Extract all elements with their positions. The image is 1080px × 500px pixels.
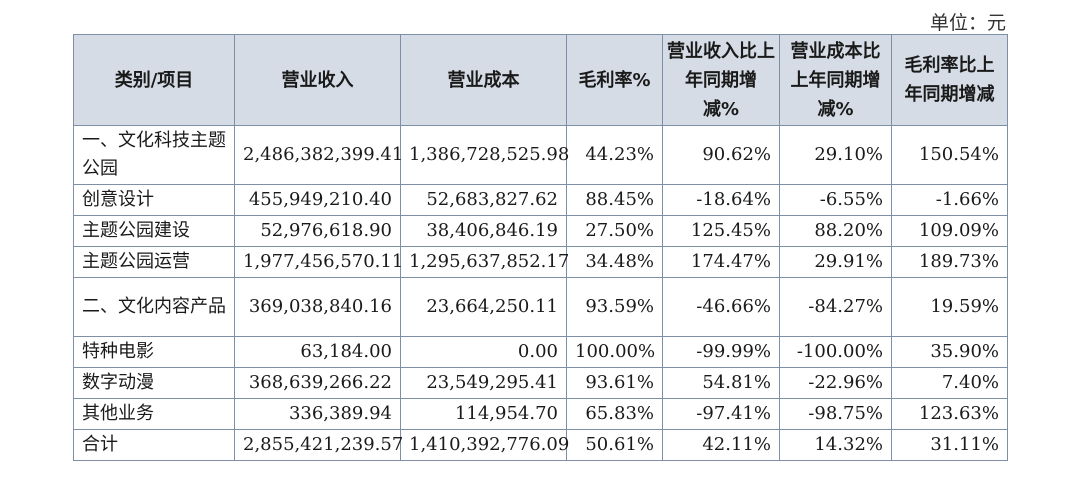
row-cost: 1,295,637,852.17 <box>400 246 569 278</box>
header-margin-change: 毛利率比上年同期增减 <box>891 34 1008 126</box>
row-margin-change: 123.63% <box>891 398 1008 430</box>
row-category: 其他业务 <box>73 398 235 430</box>
row-revenue: 63,184.00 <box>234 336 401 368</box>
table-row: 其他业务 336,389.94 114,954.70 65.83% -97.41… <box>73 398 1008 430</box>
header-cost: 营业成本 <box>400 34 567 126</box>
row-cost: 0.00 <box>400 336 567 368</box>
table-row: 一、文化科技主题公园 2,486,382,399.41 1,386,728,52… <box>73 125 1008 185</box>
row-cost-change: -98.75% <box>779 398 892 430</box>
row-cost: 1,410,392,776.09 <box>400 429 569 461</box>
row-revenue-change: -97.41% <box>662 398 780 430</box>
row-cost: 114,954.70 <box>400 398 567 430</box>
header-cost-change: 营业成本比上年同期增减% <box>779 34 892 126</box>
row-margin-change: 31.11% <box>891 429 1008 461</box>
row-revenue: 2,486,382,399.41 <box>234 125 403 185</box>
row-category: 特种电影 <box>73 336 235 368</box>
row-category: 主题公园运营 <box>73 246 235 278</box>
row-cost-change: -22.96% <box>779 367 892 399</box>
row-gross-margin: 34.48% <box>566 246 663 278</box>
row-gross-margin: 88.45% <box>566 184 663 216</box>
row-revenue: 52,976,618.90 <box>234 215 401 247</box>
row-margin-change: 35.90% <box>891 336 1008 368</box>
row-revenue: 336,389.94 <box>234 398 401 430</box>
header-category: 类别/项目 <box>73 34 235 126</box>
row-revenue: 368,639,266.22 <box>234 367 401 399</box>
row-gross-margin: 93.61% <box>566 367 663 399</box>
table-row: 主题公园建设 52,976,618.90 38,406,846.19 27.50… <box>73 215 1008 247</box>
header-revenue: 营业收入 <box>234 34 401 126</box>
row-cost: 1,386,728,525.98 <box>400 125 569 185</box>
row-gross-margin: 44.23% <box>566 125 663 185</box>
row-revenue-change: -99.99% <box>662 336 780 368</box>
row-gross-margin: 27.50% <box>566 215 663 247</box>
row-gross-margin: 50.61% <box>566 429 663 461</box>
row-revenue: 369,038,840.16 <box>234 277 401 337</box>
row-gross-margin: 65.83% <box>566 398 663 430</box>
row-revenue-change: 125.45% <box>662 215 780 247</box>
row-gross-margin: 93.59% <box>566 277 663 337</box>
row-margin-change: 109.09% <box>891 215 1008 247</box>
row-cost: 52,683,827.62 <box>400 184 567 216</box>
table-row: 二、文化内容产品 369,038,840.16 23,664,250.11 93… <box>73 277 1008 337</box>
revenue-cost-table: 类别/项目 营业收入 营业成本 毛利率% 营业收入比上年同期增减% 营业成本比上… <box>73 34 1008 461</box>
table-row: 特种电影 63,184.00 0.00 100.00% -99.99% -100… <box>73 336 1008 368</box>
total-row: 合计 2,855,421,239.57 1,410,392,776.09 50.… <box>73 429 1008 461</box>
row-margin-change: 189.73% <box>891 246 1008 278</box>
row-revenue-change: -46.66% <box>662 277 780 337</box>
row-revenue-change: -18.64% <box>662 184 780 216</box>
row-category: 创意设计 <box>73 184 235 216</box>
row-cost-change: 88.20% <box>779 215 892 247</box>
unit-label: 单位：元 <box>929 12 1006 34</box>
row-category: 一、文化科技主题公园 <box>73 125 235 185</box>
row-revenue: 2,855,421,239.57 <box>234 429 403 461</box>
header-revenue-change: 营业收入比上年同期增减% <box>662 34 780 126</box>
row-cost: 38,406,846.19 <box>400 215 567 247</box>
row-cost-change: -100.00% <box>779 336 892 368</box>
header-gross-margin: 毛利率% <box>566 34 663 126</box>
row-gross-margin: 100.00% <box>566 336 663 368</box>
row-category: 合计 <box>73 429 235 461</box>
row-revenue: 1,977,456,570.11 <box>234 246 403 278</box>
row-category: 二、文化内容产品 <box>73 277 235 337</box>
header-row: 类别/项目 营业收入 营业成本 毛利率% 营业收入比上年同期增减% 营业成本比上… <box>73 34 1008 126</box>
table-row: 主题公园运营 1,977,456,570.11 1,295,637,852.17… <box>73 246 1008 278</box>
row-category: 主题公园建设 <box>73 215 235 247</box>
row-margin-change: 7.40% <box>891 367 1008 399</box>
row-cost-change: -84.27% <box>779 277 892 337</box>
row-margin-change: 150.54% <box>891 125 1008 185</box>
row-revenue-change: 90.62% <box>662 125 780 185</box>
row-cost-change: -6.55% <box>779 184 892 216</box>
row-cost-change: 29.91% <box>779 246 892 278</box>
table-row: 数字动漫 368,639,266.22 23,549,295.41 93.61%… <box>73 367 1008 399</box>
row-margin-change: 19.59% <box>891 277 1008 337</box>
row-revenue-change: 174.47% <box>662 246 780 278</box>
table-row: 创意设计 455,949,210.40 52,683,827.62 88.45%… <box>73 184 1008 216</box>
row-cost-change: 14.32% <box>779 429 892 461</box>
row-cost: 23,549,295.41 <box>400 367 567 399</box>
row-revenue-change: 54.81% <box>662 367 780 399</box>
row-category: 数字动漫 <box>73 367 235 399</box>
row-revenue-change: 42.11% <box>662 429 780 461</box>
row-cost: 23,664,250.11 <box>400 277 567 337</box>
row-cost-change: 29.10% <box>779 125 892 185</box>
row-margin-change: -1.66% <box>891 184 1008 216</box>
row-revenue: 455,949,210.40 <box>234 184 401 216</box>
